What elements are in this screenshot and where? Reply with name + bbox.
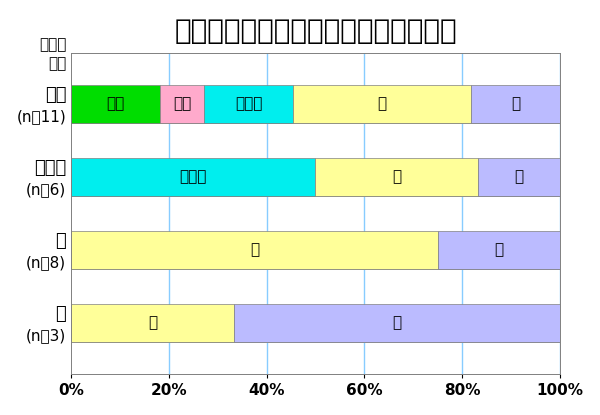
Text: 優: 優 [515, 169, 524, 184]
Bar [71, 231, 437, 269]
Text: 良: 良 [377, 96, 386, 111]
Bar [316, 158, 478, 196]
Bar [160, 85, 205, 123]
Bar [71, 85, 160, 123]
Bar [234, 304, 560, 342]
Text: 優: 優 [494, 242, 503, 257]
Text: (n：11): (n：11) [16, 109, 66, 124]
Text: 優: 優 [55, 305, 66, 323]
Text: 評価: 評価 [48, 56, 66, 71]
Bar [478, 158, 560, 196]
Title: 初診時からの血糖コントロール改善度: 初診時からの血糖コントロール改善度 [174, 17, 457, 45]
Text: 優: 優 [511, 96, 520, 111]
Bar [71, 304, 234, 342]
Text: 不良: 不良 [173, 96, 191, 111]
Bar [205, 85, 293, 123]
Text: (n：8): (n：8) [26, 255, 66, 270]
Bar [71, 158, 316, 196]
Bar [293, 85, 471, 123]
Text: 良: 良 [148, 316, 157, 331]
Text: 良: 良 [250, 242, 259, 257]
Text: 不十分: 不十分 [179, 169, 207, 184]
Text: 不十分: 不十分 [34, 159, 66, 177]
Text: 初診時: 初診時 [39, 37, 66, 53]
Bar [471, 85, 560, 123]
Text: 良: 良 [392, 169, 401, 184]
Bar [437, 231, 560, 269]
Text: 優: 優 [392, 316, 401, 331]
Text: 不十分: 不十分 [235, 96, 262, 111]
Text: 良: 良 [55, 232, 66, 250]
Text: (n：3): (n：3) [26, 328, 66, 343]
Text: (n：6): (n：6) [26, 182, 66, 197]
Text: 不可: 不可 [44, 86, 66, 104]
Text: 不可: 不可 [106, 96, 125, 111]
